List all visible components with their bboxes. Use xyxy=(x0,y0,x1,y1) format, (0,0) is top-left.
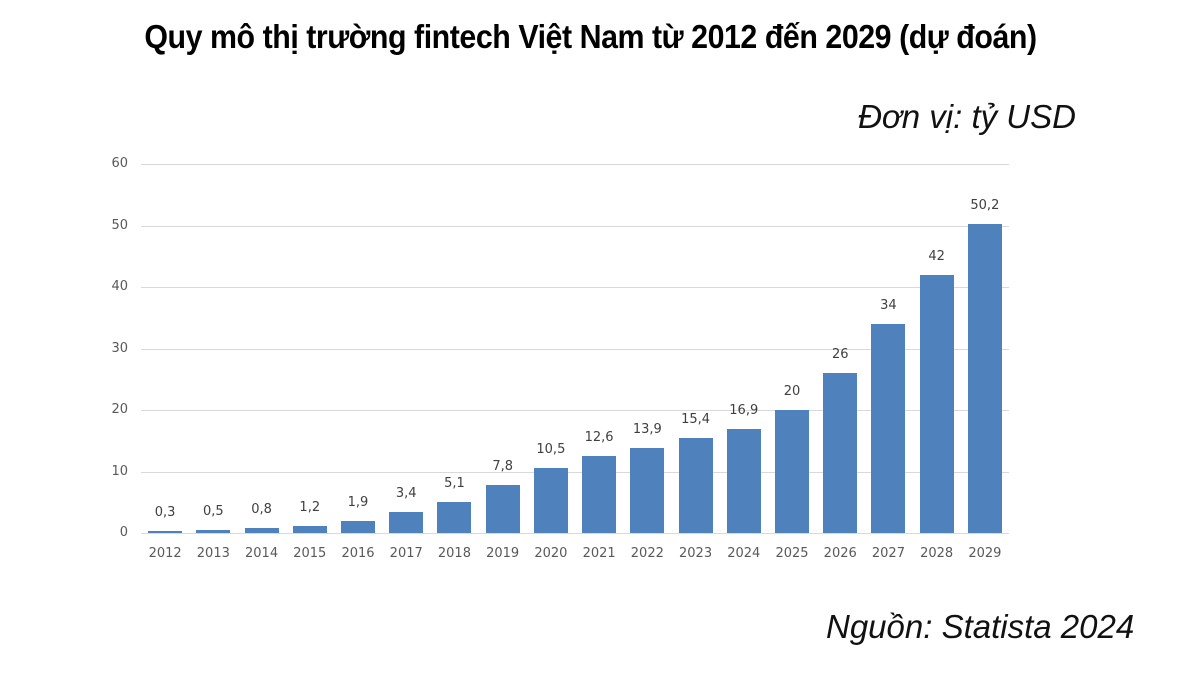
bar-value-label: 12,6 xyxy=(584,429,614,445)
bar xyxy=(678,438,713,533)
gridline xyxy=(141,471,1009,473)
bar-value-label: 0,8 xyxy=(251,502,272,518)
x-tick-label: 2018 xyxy=(437,546,471,561)
y-tick-label: 30 xyxy=(111,340,128,356)
y-tick-label: 50 xyxy=(111,217,128,233)
source-label: Nguồn: Statista 2024 xyxy=(826,608,1135,645)
x-tick-label: 2017 xyxy=(389,546,423,561)
bar-value-label: 7,8 xyxy=(492,459,513,475)
y-tick-label: 40 xyxy=(111,279,128,294)
y-tick-label: 60 xyxy=(111,156,128,171)
bar xyxy=(919,274,954,533)
x-tick-label: 2019 xyxy=(486,546,520,561)
gridline xyxy=(141,287,1009,288)
x-tick-label: 2021 xyxy=(582,546,616,561)
gridline xyxy=(141,164,1009,165)
gridline xyxy=(141,533,1009,534)
y-tick-label: 0 xyxy=(119,525,128,540)
gridline xyxy=(141,225,1009,227)
x-tick-label: 2026 xyxy=(823,546,857,561)
bar xyxy=(389,512,424,533)
gridline xyxy=(141,348,1009,350)
bar xyxy=(775,410,809,533)
x-tick-label: 2023 xyxy=(679,546,713,561)
bar xyxy=(967,224,1002,533)
unit-label: Đơn vị: tỷ USD xyxy=(858,98,1076,135)
bar-value-label: 20 xyxy=(783,384,801,399)
x-tick-label: 2012 xyxy=(148,546,182,561)
bar-value-label: 1,2 xyxy=(299,499,321,515)
x-tick-label: 2015 xyxy=(293,546,327,561)
x-tick-label: 2016 xyxy=(341,546,375,561)
x-tick-label: 2022 xyxy=(630,546,664,561)
bar-value-label: 0,5 xyxy=(202,503,224,519)
bar xyxy=(582,455,617,533)
bar-value-label: 50,2 xyxy=(970,198,1000,214)
x-tick-label: 2024 xyxy=(727,546,761,561)
x-tick-label: 2020 xyxy=(534,546,568,561)
bar xyxy=(871,323,906,533)
x-tick-label: 2029 xyxy=(968,546,1002,561)
bar-value-label: 1,9 xyxy=(347,495,369,511)
x-tick-label: 2013 xyxy=(196,546,230,561)
bar-value-label: 13,9 xyxy=(632,421,662,437)
bar-value-label: 5,1 xyxy=(444,475,465,491)
bar xyxy=(292,525,327,533)
x-tick-label: 2025 xyxy=(775,546,809,561)
bar-value-label: 42 xyxy=(928,248,945,264)
plot-area: 0,3 0,5 0,8 1,2 1,9 3,4 5,1 7,8 10,5 12,6 13,9 15,4… xyxy=(141,164,1009,534)
bar xyxy=(823,373,858,533)
bar xyxy=(148,531,183,533)
bar xyxy=(341,521,375,533)
bar xyxy=(485,485,520,533)
x-tick-label: 2028 xyxy=(920,546,954,561)
y-tick-label: 10 xyxy=(111,463,128,479)
bar xyxy=(630,447,665,533)
gridline xyxy=(141,410,1009,411)
bar-value-label: 0,3 xyxy=(154,505,176,521)
x-tick-label: 2027 xyxy=(871,546,905,561)
bar xyxy=(244,528,279,533)
bar xyxy=(533,468,568,533)
bar-value-label: 10,5 xyxy=(536,442,566,458)
chart-title: Quy mô thị trường fintech Việt Nam từ 20… xyxy=(144,18,1037,55)
y-tick-label: 20 xyxy=(111,402,128,417)
bar-value-label: 16,9 xyxy=(729,403,759,419)
bar-value-label: 3,4 xyxy=(395,486,417,502)
bar-value-label: 26 xyxy=(831,347,849,363)
bar xyxy=(437,501,472,533)
x-tick-label: 2014 xyxy=(245,546,279,561)
bar-value-label: 34 xyxy=(880,297,897,313)
bar xyxy=(726,429,761,533)
bar xyxy=(196,529,231,533)
bar-value-label: 15,4 xyxy=(681,412,711,428)
